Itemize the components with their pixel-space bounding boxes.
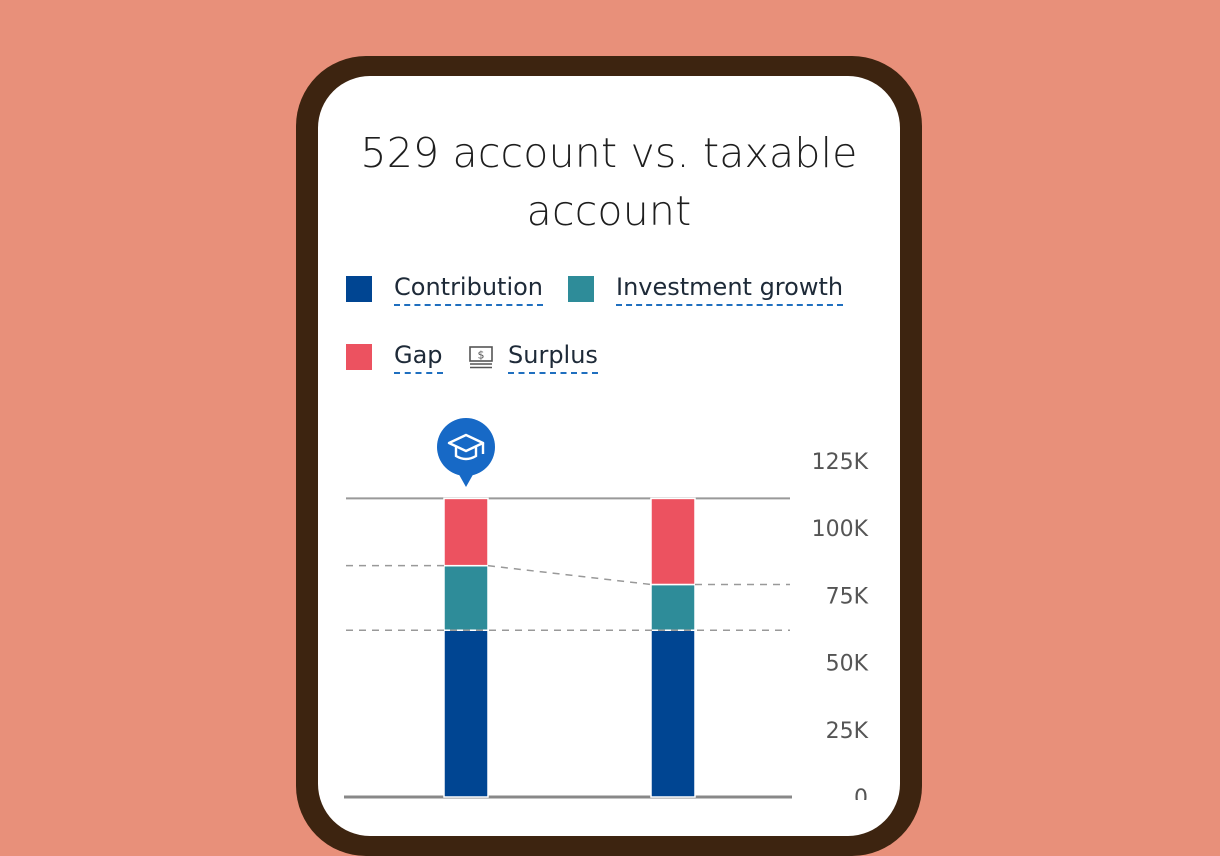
legend-swatch-gap: [346, 344, 372, 370]
y-tick-label: 0: [854, 786, 868, 800]
legend-item-surplus[interactable]: $ Surplus: [468, 340, 598, 374]
graduation-cap-icon: [447, 433, 485, 461]
y-tick-label: 25K: [826, 719, 869, 744]
bar-segment-contribution: [443, 629, 489, 798]
bar-segment-gap: [650, 497, 696, 586]
bar-segment-investment-growth: [650, 583, 696, 631]
legend-item-gap[interactable]: Gap: [346, 340, 443, 374]
legend-item-contribution[interactable]: Contribution: [346, 272, 544, 306]
legend-swatch-contribution: [346, 276, 372, 302]
legend-label-surplus[interactable]: Surplus: [508, 340, 598, 374]
y-tick-label: 75K: [826, 584, 869, 609]
svg-text:$: $: [478, 349, 485, 362]
marker-pin-circle: [437, 418, 495, 476]
y-tick-label: 50K: [826, 652, 869, 677]
y-tick-label: 125K: [812, 450, 869, 475]
dollar-bill-stack-icon: $: [468, 344, 494, 370]
marker-pin-tail: [457, 471, 475, 487]
bar-segment-investment-growth: [443, 564, 489, 631]
legend-item-investment-growth[interactable]: Investment growth: [568, 272, 844, 306]
bar-segment-gap: [443, 497, 489, 567]
y-tick-label: 100K: [812, 517, 869, 542]
bar-segment-contribution: [650, 629, 696, 798]
legend-swatch-investment-growth: [568, 276, 594, 302]
chart-title: 529 account vs. taxable account: [360, 129, 858, 235]
chart-plot-area: 0 25K 50K 75K 100K 125K: [344, 418, 869, 800]
legend-label-gap[interactable]: Gap: [394, 340, 443, 374]
legend-label-investment-growth[interactable]: Investment growth: [616, 272, 844, 306]
legend-label-contribution[interactable]: Contribution: [394, 272, 544, 306]
growth-reference-line: [487, 564, 652, 586]
phone-screen: 529 account vs. taxable account Contribu…: [318, 76, 900, 836]
